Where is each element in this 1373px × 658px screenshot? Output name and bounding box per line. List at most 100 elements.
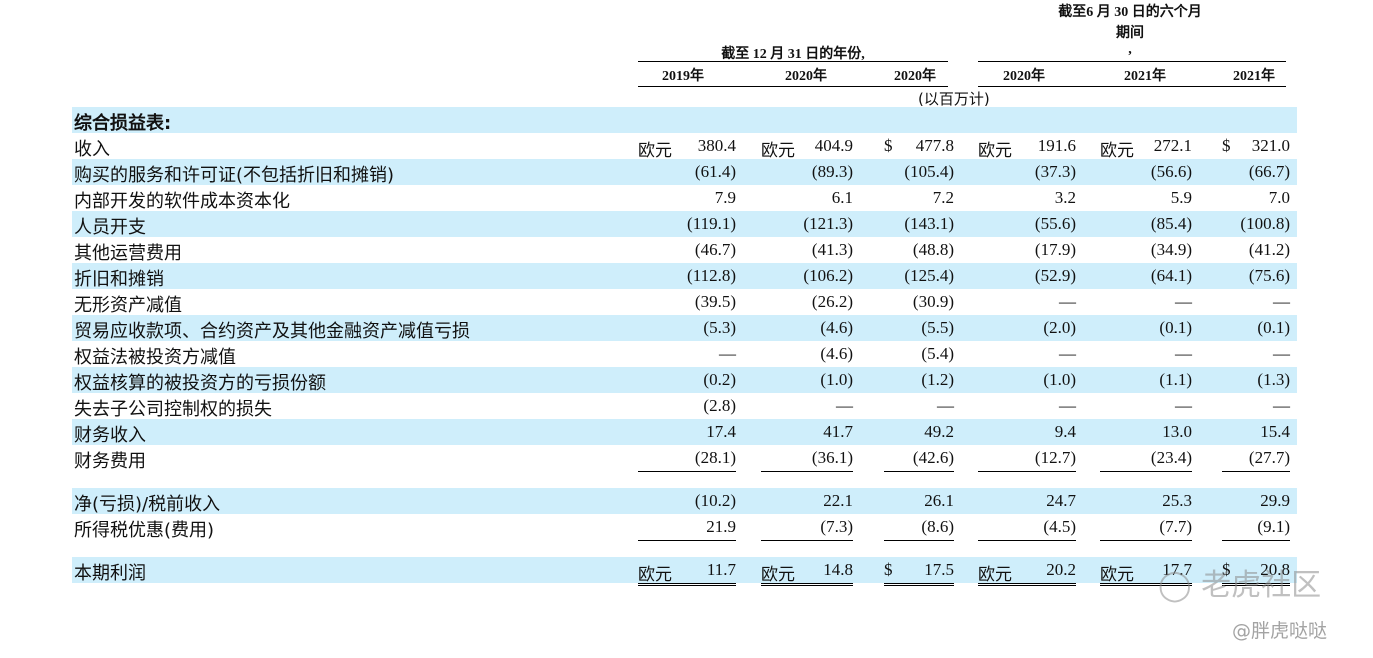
- table-cell: (8.6): [884, 514, 954, 541]
- cell-value: (106.2): [803, 266, 853, 285]
- row-label: 权益法被投资方减值: [74, 347, 236, 368]
- table-cell: 5.9: [1100, 185, 1192, 211]
- group2-title-line3: ,: [1128, 42, 1132, 57]
- table-cell: —: [638, 341, 736, 367]
- cell-value: (8.6): [921, 517, 954, 536]
- table-cell: 7.9: [638, 185, 736, 211]
- table-cell: 24.7: [978, 488, 1076, 514]
- cell-value: —: [719, 344, 736, 363]
- cell-value: (0.1): [1159, 318, 1192, 337]
- cell-value: (4.6): [820, 318, 853, 337]
- cell-value: 3.2: [1054, 188, 1076, 207]
- cell-value: 20.2: [1046, 560, 1076, 579]
- row-label: 失去子公司控制权的损失: [74, 399, 272, 420]
- table-cell: (66.7): [1222, 159, 1290, 185]
- cell-value: 17.4: [706, 422, 736, 441]
- cell-value: (1.3): [1257, 370, 1290, 389]
- table-row: 购买的服务和许可证(不包括折旧和摊销) (61.4) (89.3) (105.4) (3…: [72, 159, 1297, 186]
- table-cell: 29.9: [1222, 488, 1290, 514]
- table-cell: —: [978, 289, 1076, 315]
- cell-value: (112.8): [687, 266, 736, 285]
- table-cell: 欧元 404.9: [761, 133, 853, 160]
- cell-value: 41.7: [823, 422, 853, 441]
- cell-value: (66.7): [1248, 162, 1290, 181]
- cell-value: (121.3): [803, 214, 853, 233]
- watermark-handle: @胖虎哒哒: [1232, 620, 1328, 642]
- cell-value: 22.1: [823, 491, 853, 510]
- table-cell: (75.6): [1222, 263, 1290, 289]
- cell-value: —: [1059, 396, 1076, 415]
- table-cell: 欧元 20.2: [978, 557, 1076, 586]
- cell-value: —: [1059, 292, 1076, 311]
- table-row: 无形资产减值 (39.5) (26.2) (30.9) — — —: [72, 289, 1297, 316]
- table-cell: (56.6): [1100, 159, 1192, 185]
- row-label: 收入: [74, 139, 110, 160]
- table-cell: (106.2): [761, 263, 853, 289]
- table-cell: —: [1100, 393, 1192, 419]
- cell-value: (5.5): [921, 318, 954, 337]
- table-cell: (28.1): [638, 445, 736, 472]
- table-cell: 41.7: [761, 419, 853, 445]
- table-cell: (121.3): [761, 211, 853, 237]
- cell-value: (2.0): [1043, 318, 1076, 337]
- cell-value: (39.5): [694, 292, 736, 311]
- cell-value: (28.1): [694, 448, 736, 467]
- row-label: 人员开支: [74, 217, 146, 238]
- cell-value: (1.0): [820, 370, 853, 389]
- table-cell: 欧元 380.4: [638, 133, 736, 160]
- watermark-brand: ◯ 老虎社区: [1158, 560, 1321, 604]
- table-cell: 欧元 191.6: [978, 133, 1076, 160]
- table-cell: 3.2: [978, 185, 1076, 211]
- table-cell: (1.0): [761, 367, 853, 393]
- table-cell: (112.8): [638, 263, 736, 289]
- cell-value: 20.8: [1260, 560, 1290, 579]
- cell-value: (37.3): [1034, 162, 1076, 181]
- row-label: 所得税优惠(费用): [74, 520, 215, 541]
- table-cell: 欧元 14.8: [761, 557, 853, 586]
- cell-value: (42.6): [912, 448, 954, 467]
- cell-value: (2.8): [703, 396, 736, 415]
- table-row: 贸易应收款项、合约资产及其他金融资产减值亏损 (5.3) (4.6) (5.5) (2.…: [72, 315, 1297, 342]
- table-cell: (34.9): [1100, 237, 1192, 263]
- units-note: (以百万计): [918, 90, 990, 108]
- table-cell: (0.1): [1222, 315, 1290, 341]
- cell-value: 191.6: [1037, 136, 1076, 155]
- currency-symbol: 欧元: [978, 141, 1012, 160]
- table-row: 失去子公司控制权的损失 (2.8) — — — — —: [72, 393, 1297, 420]
- table-cell: (46.7): [638, 237, 736, 263]
- currency-symbol: $: [884, 560, 893, 579]
- table-cell: —: [978, 341, 1076, 367]
- cell-value: 9.4: [1054, 422, 1076, 441]
- cell-value: —: [1175, 292, 1192, 311]
- currency-symbol: 欧元: [638, 141, 672, 160]
- table-row: 所得税优惠(费用) 21.9 (7.3) (8.6) (4.5) (7.7) (9.1): [72, 514, 1297, 541]
- header-rule-interim: [978, 86, 1286, 87]
- cell-value: 11.7: [706, 560, 736, 579]
- table-row: 财务费用 (28.1) (36.1) (42.6) (12.7) (23.4) (27.7): [72, 445, 1297, 472]
- table-cell: (1.1): [1100, 367, 1192, 393]
- section-title-row: 综合损益表:: [72, 107, 1297, 134]
- table-cell: (5.3): [638, 315, 736, 341]
- table-cell: (2.8): [638, 393, 736, 419]
- table-cell: (52.9): [978, 263, 1076, 289]
- cell-value: 5.9: [1170, 188, 1192, 207]
- table-row: 收入 欧元 380.4 欧元 404.9 $477.8 欧元 191.6 欧元 272.1 $321…: [72, 133, 1297, 160]
- table-cell: —: [1222, 393, 1290, 419]
- table-cell: (61.4): [638, 159, 736, 185]
- table-cell: (7.3): [761, 514, 853, 541]
- cell-value: (64.1): [1150, 266, 1192, 285]
- table-row: 净(亏损)/税前收入 (10.2) 22.1 26.1 24.7 25.3 29.9: [72, 488, 1297, 515]
- table-cell: (4.5): [978, 514, 1076, 541]
- row-label: 其他运营费用: [74, 243, 182, 264]
- column-header: 2021年: [1124, 69, 1166, 84]
- currency-symbol: 欧元: [638, 565, 672, 584]
- cell-value: 7.9: [714, 188, 736, 207]
- table-cell: (0.2): [638, 367, 736, 393]
- currency-symbol: $: [1222, 136, 1231, 155]
- table-cell: —: [761, 393, 853, 419]
- cell-value: (23.4): [1150, 448, 1192, 467]
- table-row: 财务收入 17.4 41.7 49.2 9.4 13.0 15.4: [72, 419, 1297, 446]
- table-cell: (143.1): [884, 211, 954, 237]
- column-header: 2019年: [662, 69, 704, 84]
- table-row: 其他运营费用 (46.7) (41.3) (48.8) (17.9) (34.9) (41.…: [72, 237, 1297, 264]
